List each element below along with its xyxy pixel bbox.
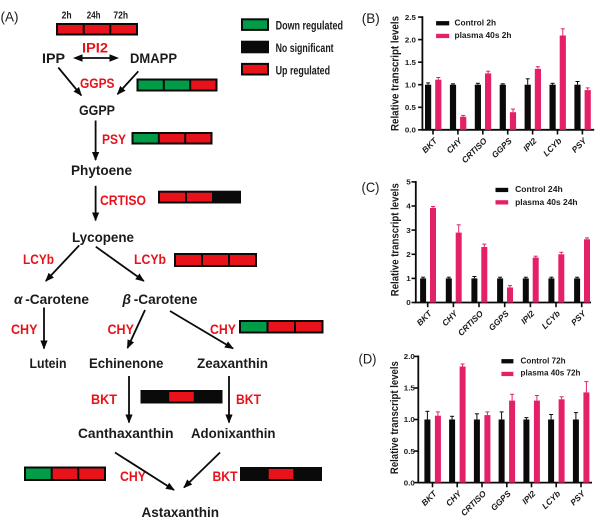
svg-text:IPP: IPP xyxy=(42,50,65,66)
svg-text:Lycopene: Lycopene xyxy=(72,229,134,245)
svg-text:No significant: No significant xyxy=(276,43,334,55)
svg-text:2.5: 2.5 xyxy=(405,13,416,22)
svg-text:0: 0 xyxy=(406,298,411,307)
svg-text:Relative transcript levels: Relative transcript levels xyxy=(390,183,402,296)
svg-text:2.0: 2.0 xyxy=(405,35,416,44)
svg-text:Echinenone: Echinenone xyxy=(89,355,164,371)
svg-text:(C): (C) xyxy=(362,179,380,195)
svg-text:CRTISO: CRTISO xyxy=(100,193,146,208)
svg-text:Down regulated: Down regulated xyxy=(276,21,343,33)
svg-text:0.0: 0.0 xyxy=(404,478,415,487)
svg-text:0.5: 0.5 xyxy=(404,447,415,456)
svg-text:BKT: BKT xyxy=(213,469,239,484)
svg-text:Zeaxanthin: Zeaxanthin xyxy=(197,355,268,371)
svg-text:LCYb: LCYb xyxy=(23,252,54,267)
svg-text:IPI2: IPI2 xyxy=(82,41,108,56)
svg-text:1.0: 1.0 xyxy=(404,415,415,424)
svg-text:Relative transcript levels: Relative transcript levels xyxy=(389,361,401,474)
svg-text:CHY: CHY xyxy=(120,469,146,484)
svg-text:Up regulated: Up regulated xyxy=(276,65,331,77)
svg-text:CHY: CHY xyxy=(210,322,236,337)
svg-text:4: 4 xyxy=(406,202,411,211)
svg-text:Astaxanthin: Astaxanthin xyxy=(142,504,220,520)
svg-text:0.0: 0.0 xyxy=(405,126,416,135)
svg-text:GGPS: GGPS xyxy=(80,76,115,91)
svg-text:1.0: 1.0 xyxy=(405,80,416,89)
svg-text:0.5: 0.5 xyxy=(405,103,416,112)
svg-text:DMAPP: DMAPP xyxy=(130,50,177,66)
svg-text:3: 3 xyxy=(406,226,411,235)
svg-text:Adonixanthin: Adonixanthin xyxy=(191,425,276,441)
svg-text:BKT: BKT xyxy=(236,392,262,407)
svg-text:2: 2 xyxy=(406,250,411,259)
svg-text:Control 24h: Control 24h xyxy=(515,185,563,194)
svg-text:(D): (D) xyxy=(359,351,377,367)
svg-text:plasma 40s 24h: plasma 40s 24h xyxy=(515,198,578,207)
svg-text:Lutein: Lutein xyxy=(30,355,67,371)
svg-text:CHY: CHY xyxy=(108,322,135,337)
svg-text:1.5: 1.5 xyxy=(404,384,415,393)
svg-text:(A): (A) xyxy=(1,9,19,25)
svg-text:Canthaxanthin: Canthaxanthin xyxy=(78,425,174,441)
svg-text:(B): (B) xyxy=(362,10,380,26)
svg-text:2.0: 2.0 xyxy=(404,352,415,361)
svg-text:plasma 40s 72h: plasma 40s 72h xyxy=(521,369,581,378)
svg-text:24h: 24h xyxy=(87,11,101,22)
svg-text:Phytoene: Phytoene xyxy=(71,162,132,178)
svg-text:plasma 40s 2h: plasma 40s 2h xyxy=(455,31,512,40)
svg-text:Control 72h: Control 72h xyxy=(521,357,566,366)
svg-text:Control 2h: Control 2h xyxy=(455,19,497,28)
svg-text:LCYb: LCYb xyxy=(134,252,166,267)
svg-text:CHY: CHY xyxy=(11,322,38,337)
svg-text:1.5: 1.5 xyxy=(405,58,416,67)
svg-text:BKT: BKT xyxy=(91,392,118,407)
svg-text:2h: 2h xyxy=(62,11,72,22)
svg-text:α -Carotene: α -Carotene xyxy=(14,291,89,307)
svg-text:Relative transcript levels: Relative transcript levels xyxy=(390,16,402,131)
svg-text:GGPP: GGPP xyxy=(79,102,115,118)
svg-text:β -Carotene: β -Carotene xyxy=(122,291,198,307)
svg-text:5: 5 xyxy=(406,178,411,187)
svg-text:1: 1 xyxy=(406,274,411,283)
svg-text:72h: 72h xyxy=(113,11,128,22)
svg-text:PSY: PSY xyxy=(102,132,126,147)
